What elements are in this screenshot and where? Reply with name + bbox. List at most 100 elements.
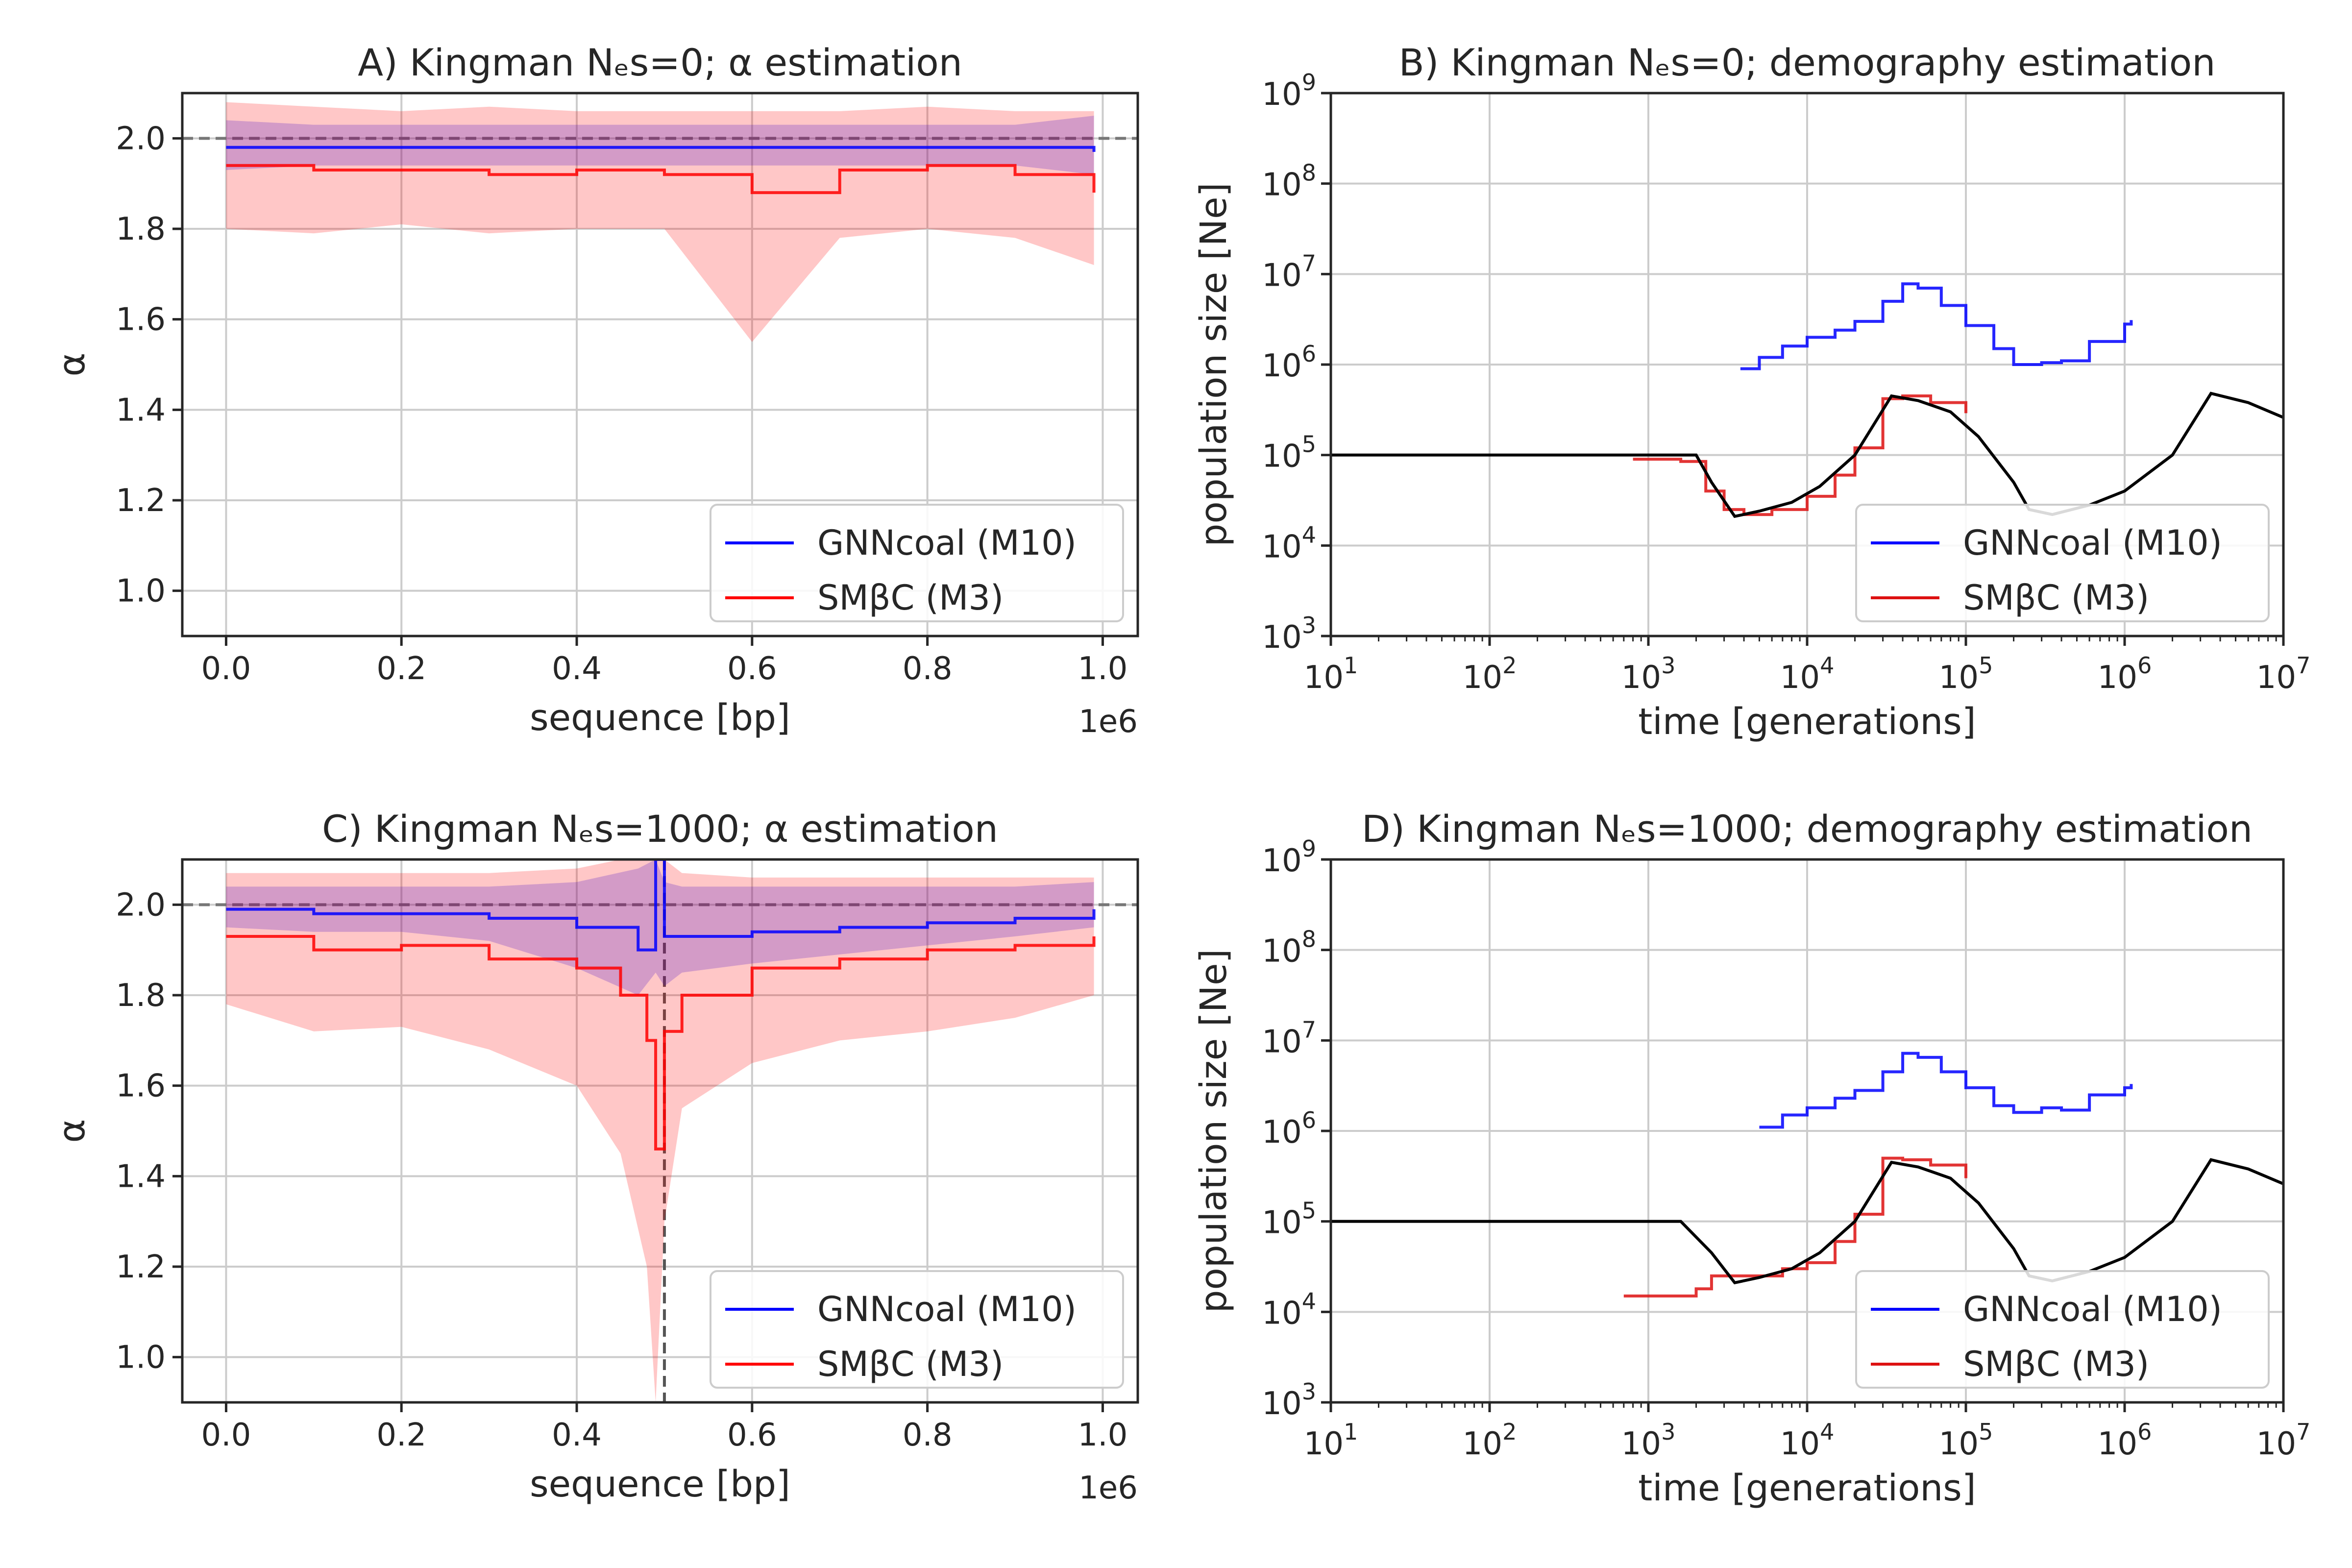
legend-box [710,1270,1124,1389]
x-tick-label: 103 [1621,1419,1676,1462]
y-tick-label: 103 [1262,1378,1316,1422]
panel-A: 0.0 0.2 0.4 0.6 0.8 1.0 1.0 1.2 1.4 1.6 1.8 2.0 A) K… [51,41,1139,740]
y-tick-label: 1.6 [116,302,166,338]
y-tick-label: 109 [1262,69,1316,113]
panels: 0.0 0.2 0.4 0.6 0.8 1.0 1.0 1.2 1.4 1.6 1.8 2.0 A) K… [51,41,2310,1509]
x-axis-label: time [generations] [1638,1467,1976,1509]
y-tick-label: 1.4 [116,1158,166,1195]
y-tick-label: 104 [1262,521,1316,565]
x-tick-label: 0.2 [376,1417,426,1453]
x-tick-label: 1.0 [1078,651,1128,687]
legend-label: SMβC (M3) [1963,1344,2149,1384]
smbc-series-line [226,164,1096,195]
x-tick-label: 1.0 [1078,1417,1128,1453]
y-tick-label: 2.0 [116,887,166,923]
plot-area [1331,1052,2283,1298]
x-tick-label: 0.4 [552,651,602,687]
confidence-band-smbc [226,859,1094,1402]
x-axis-label: time [generations] [1638,701,1976,743]
x-tick-label: 0.4 [552,1417,602,1453]
axes-frame [181,92,1139,637]
plot-area [182,102,1138,342]
x-tick-label: 0.8 [903,651,953,687]
x-tick-label: 0.6 [727,1417,777,1453]
x-tick-label: 101 [1304,1419,1358,1462]
legend-box [1855,1270,2270,1389]
y-axis-label: α [51,353,93,377]
panel-C: 0.0 0.2 0.4 0.6 0.8 1.0 1.0 1.2 1.4 1.6 1.8 2.0 C) K… [51,807,1139,1506]
confidence-band-gnncoal [226,859,1094,995]
y-tick-label: 1.2 [116,483,166,519]
legend-label: SMβC (M3) [817,1344,1004,1384]
gnncoal-series-line [226,146,1096,152]
chart-title: A) Kingman Nₑs=0; α estimation [358,41,962,84]
y-tick-label: 108 [1262,926,1316,970]
x-tick-label: 0.6 [727,651,777,687]
confidence-band-gnncoal [226,116,1094,175]
y-tick-label: 106 [1262,341,1316,384]
legend: GNNcoal (M10) SMβC (M3) [1855,504,2270,622]
gnncoal-series-line [1740,282,2133,370]
x-tick-label: 0.8 [903,1417,953,1453]
y-tick-label: 109 [1262,835,1316,879]
confidence-band-smbc [226,102,1094,342]
x-tick-label: 105 [1939,1419,1993,1462]
x-axis-label: sequence [bp] [530,697,790,739]
x-offset-label: 1e6 [1078,704,1138,740]
y-tick-label: 1.0 [116,573,166,610]
x-tick-label: 102 [1463,1419,1517,1462]
y-axis-label: α [51,1119,93,1143]
legend-label: SMβC (M3) [1963,578,2149,618]
y-tick-label: 105 [1262,431,1316,475]
y-tick-label: 1.4 [116,392,166,428]
y-tick-label: 1.6 [116,1068,166,1104]
plot-area [182,859,1138,1402]
x-tick-label: 107 [2256,1419,2311,1462]
y-tick-label: 2.0 [116,121,166,157]
smbc-series-line [1623,1156,1967,1298]
x-tick-label: 0.0 [201,651,251,687]
y-tick-label: 1.8 [116,978,166,1014]
legend-label: GNNcoal (M10) [1963,1289,2222,1329]
y-tick-label: 104 [1262,1288,1316,1331]
legend-label: GNNcoal (M10) [817,523,1077,563]
chart-title: D) Kingman Nₑs=1000; demography estimati… [1362,807,2253,851]
legend: GNNcoal (M10) SMβC (M3) [710,1270,1124,1389]
x-tick-label: 106 [2098,1419,2152,1462]
legend-box [710,504,1124,622]
y-tick-label: 106 [1262,1107,1316,1151]
legend-box [1855,504,2270,622]
legend: GNNcoal (M10) SMβC (M3) [710,504,1124,622]
panel-B: 101 102 103 104 105 106 107 103 104 105 106 107 108 1… [1193,41,2310,743]
y-tick-label: 103 [1262,612,1316,656]
x-tick-label: 101 [1304,652,1358,696]
x-tick-label: 106 [2098,652,2152,696]
legend-label: SMβC (M3) [817,578,1004,618]
legend: GNNcoal (M10) SMβC (M3) [1855,1270,2270,1389]
x-tick-label: 0.0 [201,1417,251,1453]
legend-label: GNNcoal (M10) [817,1289,1077,1329]
panel-D: 101 102 103 104 105 106 107 103 104 105 106 107 108 1… [1193,807,2310,1509]
axes-frame [181,858,1139,1404]
x-tick-label: 105 [1939,652,1993,696]
x-tick-label: 0.2 [376,651,426,687]
x-axis-label: sequence [bp] [530,1463,790,1505]
y-tick-label: 108 [1262,160,1316,203]
x-tick-label: 104 [1780,652,1835,696]
x-offset-label: 1e6 [1078,1470,1138,1506]
y-tick-label: 107 [1262,250,1316,294]
y-tick-label: 105 [1262,1198,1316,1241]
y-tick-label: 1.8 [116,211,166,247]
y-tick-label: 1.0 [116,1340,166,1376]
legend-label: GNNcoal (M10) [1963,523,2222,563]
y-axis-label: population size [Ne] [1193,949,1235,1313]
plot-area [1331,282,2283,518]
y-tick-label: 107 [1262,1016,1316,1060]
x-tick-label: 103 [1621,652,1676,696]
chart-title: C) Kingman Nₑs=1000; α estimation [322,807,998,851]
chart-title: B) Kingman Nₑs=0; demography estimation [1399,41,2216,84]
y-axis-label: population size [Ne] [1193,183,1235,547]
y-tick-label: 1.2 [116,1249,166,1285]
x-tick-label: 102 [1463,652,1517,696]
